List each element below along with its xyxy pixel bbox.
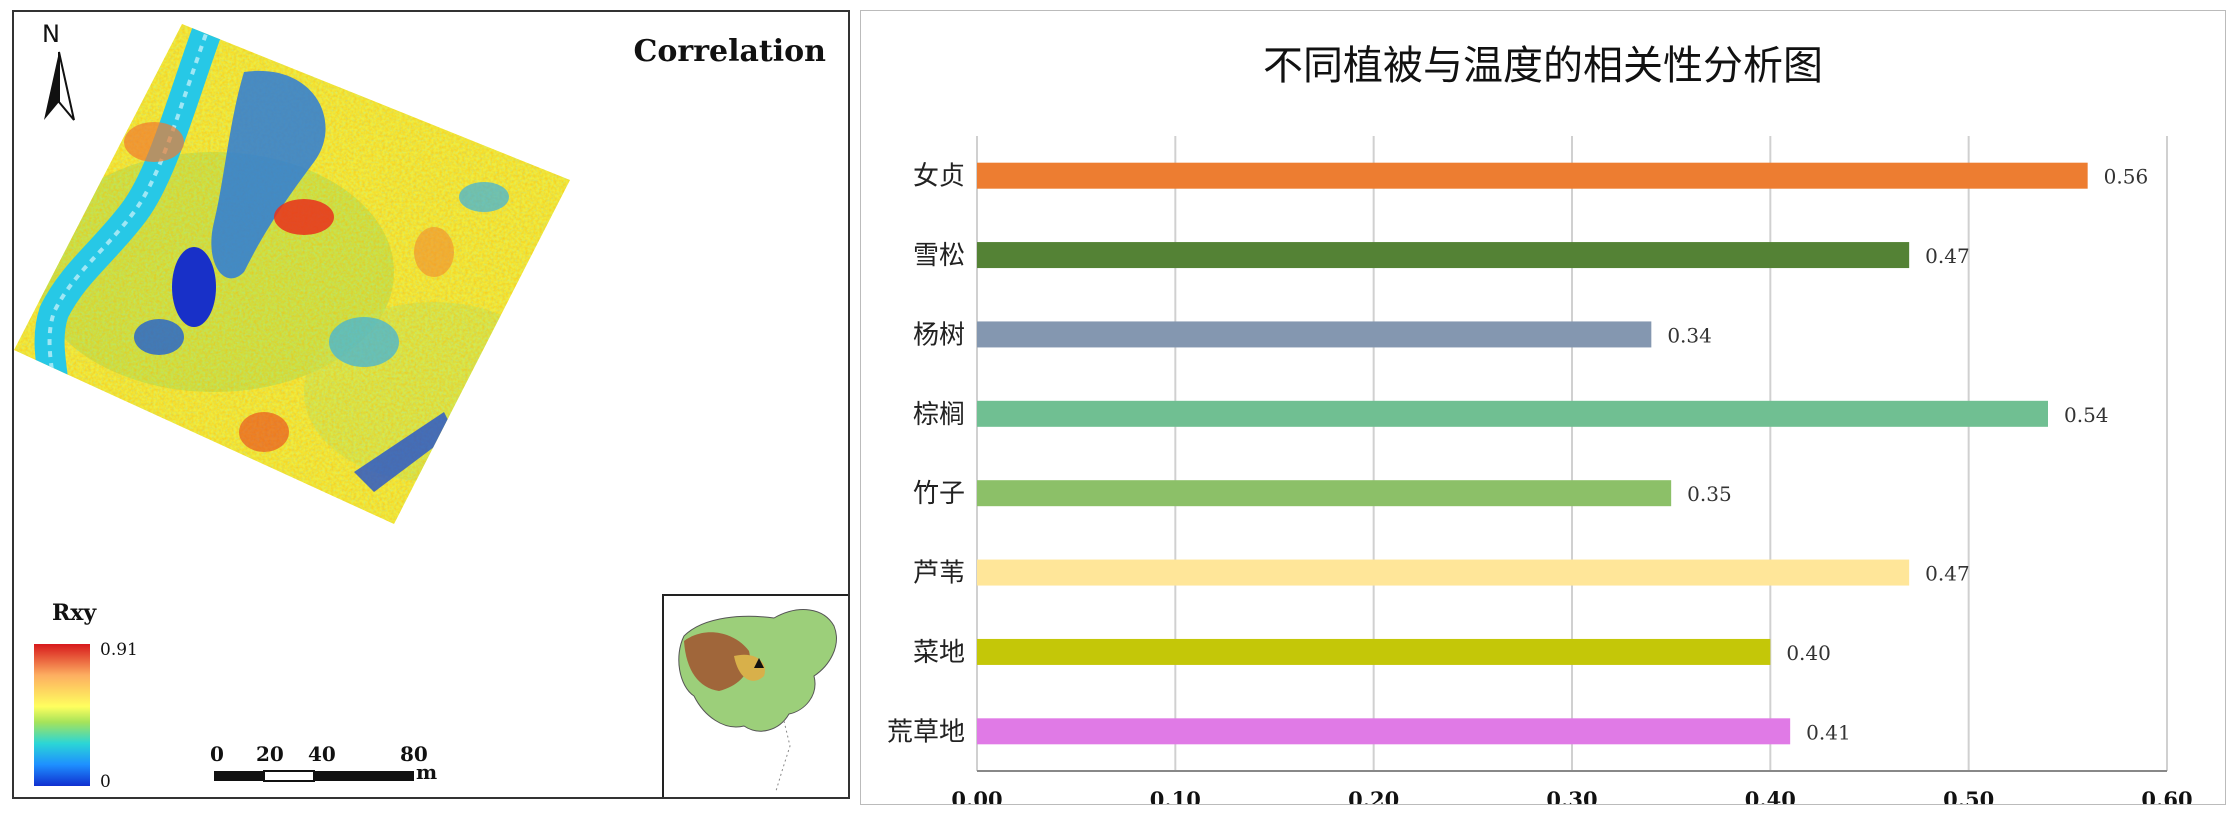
category-label: 棕榈 xyxy=(913,400,965,430)
map-panel: Correlation N Rxy 0.91 0 0 20 40 80 m xyxy=(12,10,850,799)
category-label: 芦苇 xyxy=(913,559,965,589)
x-tick-label: 0.30 xyxy=(1546,787,1597,805)
bar xyxy=(977,400,2048,427)
data-label: 0.47 xyxy=(1925,244,1970,268)
data-label: 0.34 xyxy=(1667,323,1712,347)
chart-panel: 不同植被与温度的相关性分析图 0.00 0.10 0.20 0.30 0.40 0.50 0… xyxy=(860,10,2226,805)
bar xyxy=(977,480,1672,507)
legend-title: Rxy xyxy=(52,600,97,626)
scalebar-unit: m xyxy=(416,760,438,784)
bar xyxy=(977,242,1910,269)
data-label: 0.41 xyxy=(1806,720,1851,744)
category-label: 竹子 xyxy=(913,479,965,509)
bar xyxy=(977,638,1771,665)
category-label: 荒草地 xyxy=(887,717,965,747)
x-tick-label: 0.60 xyxy=(2141,787,2192,805)
bar xyxy=(977,321,1652,348)
north-label: N xyxy=(42,20,60,48)
legend-max-label: 0.91 xyxy=(100,640,138,660)
correlation-raster-map xyxy=(14,24,570,524)
category-label: 菜地 xyxy=(913,638,965,668)
data-label: 0.35 xyxy=(1687,482,1732,506)
x-tick-label: 0.20 xyxy=(1348,787,1399,805)
x-tick-label: 0.40 xyxy=(1745,787,1796,805)
bar-chart: 0.00 0.10 0.20 0.30 0.40 0.50 0.60 女贞 0.56 雪松 0.47… xyxy=(887,136,2193,805)
scalebar-tick: 0 xyxy=(210,742,224,766)
data-label: 0.56 xyxy=(2104,165,2149,189)
x-tick-label: 0.00 xyxy=(951,787,1002,805)
x-tick-label: 0.50 xyxy=(1943,787,1994,805)
category-label: 女贞 xyxy=(913,162,965,192)
data-label: 0.47 xyxy=(1925,562,1970,586)
category-label: 雪松 xyxy=(913,241,965,271)
scalebar-tick: 80 xyxy=(400,742,428,766)
legend-color-ramp xyxy=(34,644,90,786)
data-label: 0.40 xyxy=(1786,641,1831,665)
inset-locator-map xyxy=(662,594,848,797)
north-arrow-icon xyxy=(44,51,75,121)
scalebar-labels: 0 20 40 80 xyxy=(210,742,450,768)
map-title: Correlation xyxy=(633,34,827,69)
chart-title: 不同植被与温度的相关性分析图 xyxy=(1263,43,1823,89)
bar xyxy=(977,559,1910,586)
bar xyxy=(977,162,2088,189)
x-tick-label: 0.10 xyxy=(1150,787,1201,805)
category-label: 杨树 xyxy=(913,320,965,350)
scalebar-tick: 40 xyxy=(308,742,336,766)
data-label: 0.54 xyxy=(2064,403,2109,427)
legend-min-label: 0 xyxy=(100,772,111,792)
bar xyxy=(977,718,1791,745)
scalebar-tick: 20 xyxy=(256,742,284,766)
scalebar xyxy=(214,770,414,782)
